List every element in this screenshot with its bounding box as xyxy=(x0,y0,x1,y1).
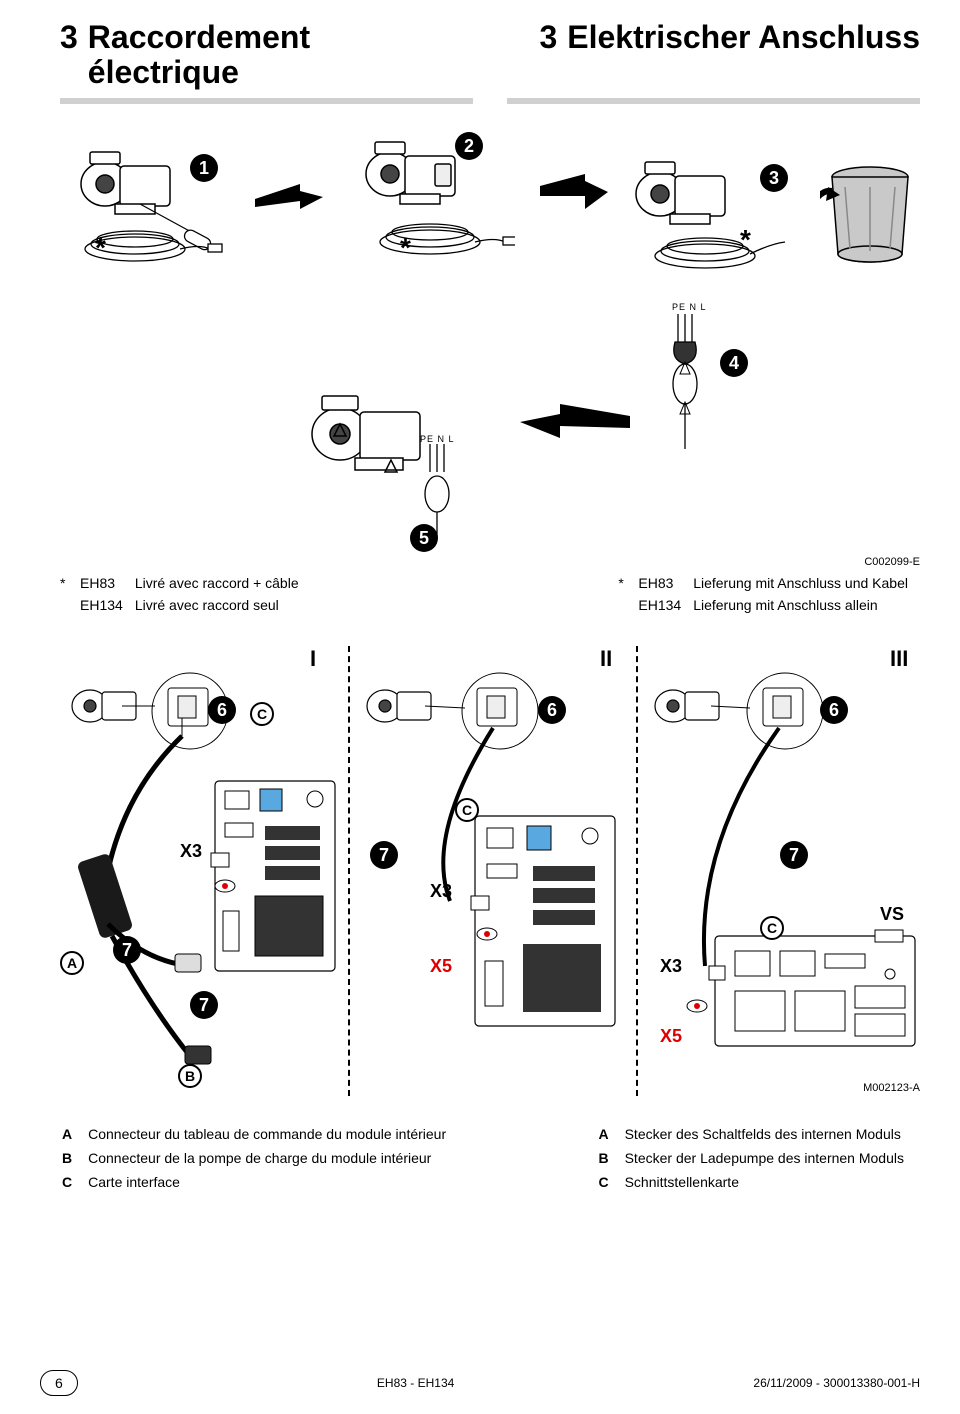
fr-r1c1: EH83 xyxy=(80,572,135,594)
footer-center: EH83 - EH134 xyxy=(377,1376,454,1390)
arrow-icon xyxy=(255,179,325,219)
fr-b-txt: Connecteur de la pompe de charge du modu… xyxy=(88,1147,460,1169)
pump-icon xyxy=(345,134,515,264)
step-badge-4: 4 xyxy=(720,349,748,377)
step-badge-5: 5 xyxy=(410,524,438,552)
label-x3: X3 xyxy=(180,841,202,862)
heading-left-num: 3 xyxy=(60,20,78,55)
de-a-txt: Stecker des Schaltfelds des internen Mod… xyxy=(625,1123,918,1145)
label-penl: PE N L xyxy=(420,434,455,444)
table-fr: * EH83 Livré avec raccord + câble EH134 … xyxy=(60,572,311,616)
de-a-key: A xyxy=(598,1123,622,1145)
fr-r1c2: Livré avec raccord + câble xyxy=(135,572,311,594)
diagram-mid: I II III xyxy=(60,646,920,1096)
arrow-icon xyxy=(520,404,630,444)
heading-left: 3Raccordement 3électrique xyxy=(60,20,310,90)
label-x3: X3 xyxy=(660,956,682,977)
table-de: * EH83 Lieferung mit Anschluss und Kabel… xyxy=(618,572,920,616)
de-b-txt: Stecker der Ladepumpe des internen Modul… xyxy=(625,1147,918,1169)
de-r1c2: Lieferung mit Anschluss und Kabel xyxy=(693,572,920,594)
fr-c-txt: Carte interface xyxy=(88,1171,460,1193)
divider-dashed xyxy=(636,646,638,1096)
fr-a-txt: Connecteur du tableau de commande du mod… xyxy=(88,1123,460,1145)
figure-code-mid: M002123-A xyxy=(863,1082,920,1094)
de-r2c2: Lieferung mit Anschluss allein xyxy=(693,594,920,616)
diagram-top: 1 * xyxy=(60,124,920,564)
label-penl: PE N L xyxy=(672,302,707,312)
section-2-svg xyxy=(355,666,630,1086)
fr-c-key: C xyxy=(62,1171,86,1193)
plug-icon xyxy=(650,314,720,454)
heading-right: 3 Elektrischer Anschluss xyxy=(539,20,920,55)
asterisk-1: * xyxy=(95,232,106,264)
divider-dashed xyxy=(348,646,350,1096)
footer-right: 26/11/2009 - 300013380-001-H xyxy=(753,1376,920,1390)
fr-r2c2: Livré avec raccord seul xyxy=(135,594,311,616)
heading-left-line1: Raccordement xyxy=(88,19,310,55)
de-r1c1: EH83 xyxy=(638,572,693,594)
de-c-txt: Schnittstellenkarte xyxy=(625,1171,918,1193)
label-x5: X5 xyxy=(660,1026,682,1047)
legend-fr: AConnecteur du tableau de commande du mo… xyxy=(60,1121,462,1195)
heading-right-title: Elektrischer Anschluss xyxy=(567,19,920,55)
de-r2c1: EH134 xyxy=(638,594,693,616)
figure-code-top: C002099-E xyxy=(864,556,920,568)
heading-left-line2: électrique xyxy=(88,54,239,90)
fr-r2c1: EH134 xyxy=(80,594,135,616)
underline-right xyxy=(507,98,920,104)
section-1-svg xyxy=(60,666,345,1086)
fr-a-key: A xyxy=(62,1123,86,1145)
de-star: * xyxy=(618,572,638,594)
pump-icon xyxy=(290,384,470,544)
asterisk-3: * xyxy=(740,224,751,256)
label-x3: X3 xyxy=(430,881,452,902)
arrow-icon xyxy=(540,174,610,219)
underline-left xyxy=(60,98,473,104)
fr-b-key: B xyxy=(62,1147,86,1169)
asterisk-2: * xyxy=(400,232,411,264)
section-3-svg xyxy=(645,666,925,1086)
label-x5: X5 xyxy=(430,956,452,977)
label-vs: VS xyxy=(880,904,904,925)
de-c-key: C xyxy=(598,1171,622,1193)
trash-icon xyxy=(820,159,920,269)
de-b-key: B xyxy=(598,1147,622,1169)
heading-right-num: 3 xyxy=(539,20,557,55)
page-number: 6 xyxy=(40,1370,78,1396)
legend-de: AStecker des Schaltfelds des internen Mo… xyxy=(596,1121,920,1195)
fr-star: * xyxy=(60,572,80,594)
